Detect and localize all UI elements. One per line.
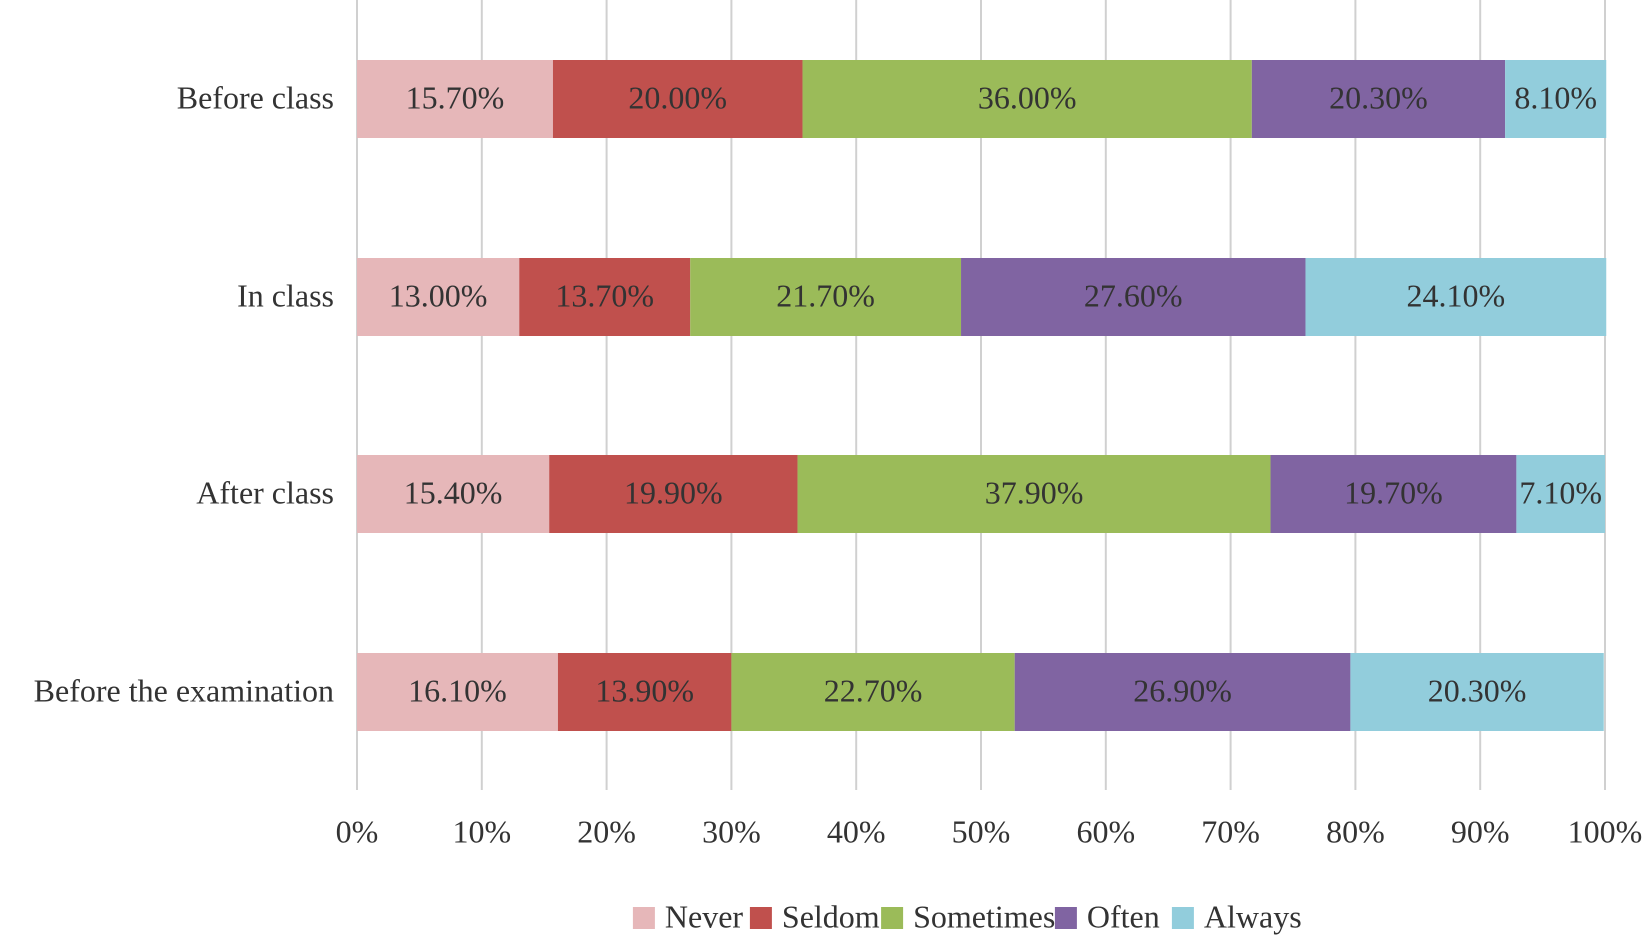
bar-seldom-0 (552, 60, 803, 138)
bar-often-0 (1251, 60, 1506, 138)
data-label-often-2: 19.70% (1344, 474, 1443, 510)
x-tick-label-3: 30% (702, 813, 761, 849)
legend-label-seldom: Seldom (782, 898, 880, 934)
bar-seldom-3 (557, 653, 732, 731)
x-tick-label-2: 20% (577, 813, 636, 849)
x-tick-label-5: 50% (952, 813, 1011, 849)
bar-often-2 (1270, 455, 1517, 533)
data-label-never-2: 15.40% (404, 474, 503, 510)
data-label-never-3: 16.10% (408, 672, 507, 708)
data-labels: 15.70% 20.00% 36.00% 20.30% 8.10% 13.00% 13.70… (389, 79, 1602, 708)
data-label-seldom-0: 20.00% (628, 79, 727, 115)
x-tick-labels: 0% 10% 20% 30% 40% 50% 60% 70% 80% 90% 100% (336, 813, 1643, 849)
data-label-never-1: 13.00% (389, 277, 488, 313)
bar-often-1 (961, 258, 1306, 336)
bar-never-3 (357, 653, 558, 731)
category-label-2: After class (196, 474, 334, 510)
bar-often-3 (1014, 653, 1351, 731)
data-label-seldom-3: 13.90% (595, 672, 694, 708)
category-labels: Before class In class After class Before th… (34, 79, 334, 708)
bar-never-0 (357, 60, 553, 138)
bar-always-2 (1516, 455, 1605, 533)
category-label-0: Before class (177, 79, 334, 115)
data-label-always-1: 24.10% (1407, 277, 1506, 313)
bar-seldom-1 (519, 258, 691, 336)
data-label-seldom-1: 13.70% (555, 277, 654, 313)
legend-label-sometimes: Sometimes (913, 898, 1055, 934)
legend-swatch-sometimes (881, 907, 904, 929)
data-label-sometimes-0: 36.00% (978, 79, 1077, 115)
data-label-always-0: 8.10% (1514, 79, 1597, 115)
bar-sometimes-2 (797, 455, 1271, 533)
x-tick-label-8: 80% (1326, 813, 1385, 849)
bar-always-1 (1305, 258, 1607, 336)
legend-swatch-always (1171, 907, 1194, 929)
x-tick-label-0: 0% (336, 813, 379, 849)
legend-swatch-seldom (749, 907, 772, 929)
bar-never-2 (357, 455, 550, 533)
bar-seldom-2 (549, 455, 798, 533)
data-label-sometimes-3: 22.70% (824, 672, 923, 708)
bar-always-0 (1505, 60, 1607, 138)
category-label-3: Before the examination (34, 672, 334, 708)
bars (357, 60, 1607, 731)
legend-label-always: Always (1204, 898, 1302, 934)
legend: Never Seldom Sometimes Often Always (632, 898, 1302, 934)
data-label-often-3: 26.90% (1133, 672, 1232, 708)
bar-never-1 (357, 258, 520, 336)
data-label-never-0: 15.70% (406, 79, 505, 115)
bar-always-3 (1350, 653, 1604, 731)
legend-swatch-often (1054, 907, 1077, 929)
data-label-always-3: 20.30% (1428, 672, 1527, 708)
bar-sometimes-0 (802, 60, 1252, 138)
x-tick-label-4: 40% (827, 813, 886, 849)
legend-label-often: Often (1087, 898, 1160, 934)
bar-sometimes-3 (731, 653, 1015, 731)
x-tick-label-6: 60% (1076, 813, 1135, 849)
data-label-always-2: 7.10% (1519, 474, 1602, 510)
x-tick-label-7: 70% (1201, 813, 1260, 849)
data-label-seldom-2: 19.90% (624, 474, 723, 510)
data-label-sometimes-1: 21.70% (776, 277, 875, 313)
x-tick-label-1: 10% (452, 813, 511, 849)
legend-label-never: Never (665, 898, 744, 934)
bar-sometimes-1 (690, 258, 962, 336)
category-label-1: In class (237, 277, 334, 313)
data-label-sometimes-2: 37.90% (985, 474, 1084, 510)
data-label-often-1: 27.60% (1084, 277, 1183, 313)
legend-swatch-never (632, 907, 655, 929)
data-label-often-0: 20.30% (1329, 79, 1428, 115)
x-tick-label-10: 100% (1568, 813, 1643, 849)
x-tick-label-9: 90% (1451, 813, 1510, 849)
